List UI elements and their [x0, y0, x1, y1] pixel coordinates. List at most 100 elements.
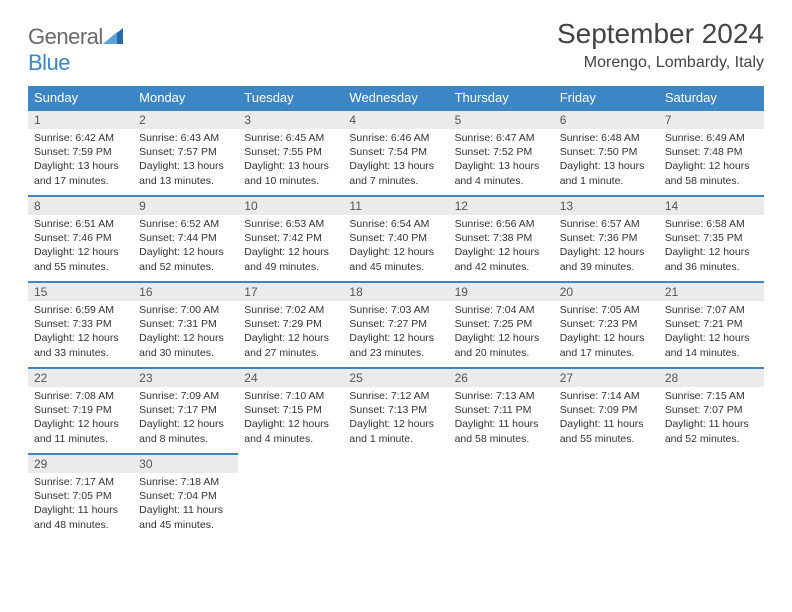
- day-info: Sunrise: 7:12 AMSunset: 7:13 PMDaylight:…: [343, 387, 448, 450]
- day-info-line: Daylight: 12 hours: [455, 245, 548, 259]
- day-info: Sunrise: 7:00 AMSunset: 7:31 PMDaylight:…: [133, 301, 238, 364]
- day-info-line: Sunrise: 6:48 AM: [560, 131, 653, 145]
- day-number: 8: [28, 197, 133, 215]
- calendar-week: 8 Sunrise: 6:51 AMSunset: 7:46 PM Daylight…: [28, 196, 764, 282]
- day-info-line: and 48 minutes.: [34, 518, 127, 532]
- day-info-line: Daylight: 12 hours: [34, 417, 127, 431]
- calendar-day: 5Sunrise: 6:47 AMSunset: 7:52 PMDaylight…: [449, 110, 554, 196]
- calendar-day: 20Sunrise: 7:05 AMSunset: 7:23 PMDayligh…: [554, 282, 659, 368]
- day-info-line: Daylight: 13 hours: [560, 159, 653, 173]
- day-info-line: and 36 minutes.: [665, 260, 758, 274]
- day-number: 25: [343, 369, 448, 387]
- day-number: 18: [343, 283, 448, 301]
- day-info-line: Daylight: 12 hours: [349, 417, 442, 431]
- day-info-line: Sunset: 7:50 PM: [560, 145, 653, 159]
- day-number: 6: [554, 111, 659, 129]
- calendar-day: 21Sunrise: 7:07 AMSunset: 7:21 PMDayligh…: [659, 282, 764, 368]
- day-info: Sunrise: 6:49 AMSunset: 7:48 PMDaylight:…: [659, 129, 764, 192]
- day-info-line: Sunrise: 7:03 AM: [349, 303, 442, 317]
- day-info-line: and 45 minutes.: [139, 518, 232, 532]
- day-info-line: Sunrise: 6:49 AM: [665, 131, 758, 145]
- page-title: September 2024: [557, 18, 764, 50]
- day-number: 13: [554, 197, 659, 215]
- day-info-line: Sunrise: 6:51 AM: [34, 217, 127, 231]
- calendar-day: 16Sunrise: 7:00 AMSunset: 7:31 PMDayligh…: [133, 282, 238, 368]
- day-info-line: Sunrise: 7:18 AM: [139, 475, 232, 489]
- calendar-day: 19Sunrise: 7:04 AMSunset: 7:25 PMDayligh…: [449, 282, 554, 368]
- day-info: Sunrise: 6:42 AMSunset: 7:59 PMDaylight:…: [28, 129, 133, 192]
- day-number: 28: [659, 369, 764, 387]
- calendar-week: 22Sunrise: 7:08 AMSunset: 7:19 PMDayligh…: [28, 368, 764, 454]
- day-info-line: Sunset: 7:21 PM: [665, 317, 758, 331]
- day-number: 9: [133, 197, 238, 215]
- day-info-line: Sunset: 7:46 PM: [34, 231, 127, 245]
- day-number: 21: [659, 283, 764, 301]
- logo-word2: Blue: [28, 50, 70, 75]
- day-info-line: Sunrise: 7:14 AM: [560, 389, 653, 403]
- day-info-line: Sunset: 7:07 PM: [665, 403, 758, 417]
- day-info-line: Sunset: 7:05 PM: [34, 489, 127, 503]
- logo-word1: General: [28, 24, 103, 49]
- day-info-line: Sunset: 7:19 PM: [34, 403, 127, 417]
- calendar-day: 3Sunrise: 6:45 AMSunset: 7:55 PMDaylight…: [238, 110, 343, 196]
- day-info-line: Sunset: 7:35 PM: [665, 231, 758, 245]
- day-number: 24: [238, 369, 343, 387]
- day-info: Sunrise: 7:14 AMSunset: 7:09 PMDaylight:…: [554, 387, 659, 450]
- calendar-day: 2Sunrise: 6:43 AMSunset: 7:57 PMDaylight…: [133, 110, 238, 196]
- day-info-line: Daylight: 12 hours: [665, 159, 758, 173]
- day-info-line: Sunset: 7:44 PM: [139, 231, 232, 245]
- day-info-line: Daylight: 11 hours: [665, 417, 758, 431]
- weekday-header: Thursday: [449, 86, 554, 110]
- day-info-line: Sunrise: 7:02 AM: [244, 303, 337, 317]
- day-info-line: Sunrise: 6:43 AM: [139, 131, 232, 145]
- day-info-line: Sunset: 7:33 PM: [34, 317, 127, 331]
- day-info-line: and 1 minute.: [560, 174, 653, 188]
- day-info-line: Daylight: 13 hours: [34, 159, 127, 173]
- day-info-line: Sunrise: 7:08 AM: [34, 389, 127, 403]
- day-info: Sunrise: 7:10 AMSunset: 7:15 PMDaylight:…: [238, 387, 343, 450]
- calendar-day: 4Sunrise: 6:46 AMSunset: 7:54 PMDaylight…: [343, 110, 448, 196]
- calendar-day: [343, 454, 448, 540]
- day-info-line: Daylight: 13 hours: [139, 159, 232, 173]
- day-number: 19: [449, 283, 554, 301]
- day-info-line: and 1 minute.: [349, 432, 442, 446]
- day-info: Sunrise: 6:54 AMSunset: 7:40 PMDaylight:…: [343, 215, 448, 278]
- day-info-line: Sunset: 7:57 PM: [139, 145, 232, 159]
- calendar-week: 1Sunrise: 6:42 AMSunset: 7:59 PMDaylight…: [28, 110, 764, 196]
- day-info-line: Sunset: 7:36 PM: [560, 231, 653, 245]
- day-info-line: Sunrise: 7:05 AM: [560, 303, 653, 317]
- day-info-line: Sunrise: 6:54 AM: [349, 217, 442, 231]
- day-number: 15: [28, 283, 133, 301]
- calendar-day: 10Sunrise: 6:53 AMSunset: 7:42 PMDayligh…: [238, 196, 343, 282]
- day-info-line: Sunrise: 7:17 AM: [34, 475, 127, 489]
- day-info-line: and 58 minutes.: [455, 432, 548, 446]
- day-info-line: Daylight: 12 hours: [139, 331, 232, 345]
- day-info: Sunrise: 6:52 AMSunset: 7:44 PMDaylight:…: [133, 215, 238, 278]
- day-number: 30: [133, 455, 238, 473]
- day-number: 20: [554, 283, 659, 301]
- weekday-header: Wednesday: [343, 86, 448, 110]
- day-info-line: and 4 minutes.: [244, 432, 337, 446]
- calendar-day: 15Sunrise: 6:59 AMSunset: 7:33 PMDayligh…: [28, 282, 133, 368]
- location: Morengo, Lombardy, Italy: [557, 54, 764, 72]
- day-info-line: Daylight: 11 hours: [34, 503, 127, 517]
- day-info-line: and 49 minutes.: [244, 260, 337, 274]
- day-info-line: Sunrise: 7:10 AM: [244, 389, 337, 403]
- day-info-line: Daylight: 12 hours: [455, 331, 548, 345]
- calendar-day: 23Sunrise: 7:09 AMSunset: 7:17 PMDayligh…: [133, 368, 238, 454]
- day-info-line: Sunrise: 7:15 AM: [665, 389, 758, 403]
- day-info-line: Sunset: 7:13 PM: [349, 403, 442, 417]
- day-number: 17: [238, 283, 343, 301]
- day-info-line: Sunrise: 6:52 AM: [139, 217, 232, 231]
- day-info-line: and 7 minutes.: [349, 174, 442, 188]
- day-info-line: and 10 minutes.: [244, 174, 337, 188]
- weekday-header-row: SundayMondayTuesdayWednesdayThursdayFrid…: [28, 86, 764, 110]
- day-info: Sunrise: 6:48 AMSunset: 7:50 PMDaylight:…: [554, 129, 659, 192]
- weekday-header: Saturday: [659, 86, 764, 110]
- day-info-line: and 58 minutes.: [665, 174, 758, 188]
- day-info-line: and 14 minutes.: [665, 346, 758, 360]
- day-info-line: Sunrise: 7:00 AM: [139, 303, 232, 317]
- day-info-line: Daylight: 11 hours: [455, 417, 548, 431]
- calendar-day: 30Sunrise: 7:18 AMSunset: 7:04 PMDayligh…: [133, 454, 238, 540]
- day-info-line: Sunrise: 6:57 AM: [560, 217, 653, 231]
